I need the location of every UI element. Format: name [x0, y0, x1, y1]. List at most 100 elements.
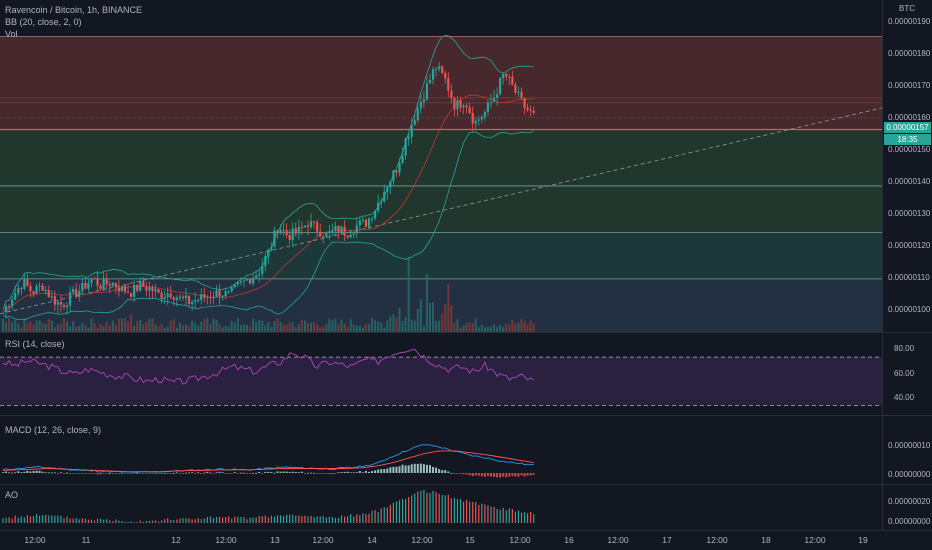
- macd-histogram-bar: [343, 471, 346, 473]
- candle-body: [459, 100, 462, 108]
- volume-bar: [75, 326, 78, 332]
- volume-bar: [261, 320, 264, 332]
- price-pane[interactable]: Ravencoin / Bitcoin, 1h, BINANCE BB (20,…: [0, 0, 882, 332]
- volume-bar: [517, 322, 520, 332]
- macd-histogram-bar: [486, 473, 489, 476]
- macd-legend[interactable]: MACD (12, 26, close, 9): [5, 425, 102, 435]
- rsi-legend[interactable]: RSI (14, close): [5, 339, 65, 349]
- symbol-legend[interactable]: Ravencoin / Bitcoin, 1h, BINANCE: [5, 5, 143, 15]
- bb-legend[interactable]: BB (20, close, 2, 0): [5, 17, 82, 27]
- rsi-scale[interactable]: [882, 333, 932, 415]
- macd-histogram-bar: [2, 472, 4, 473]
- volume-bar: [337, 323, 340, 332]
- volume-bar: [416, 308, 419, 332]
- ao-bar: [90, 519, 93, 523]
- ao-bar: [453, 498, 455, 523]
- candle-body: [367, 218, 371, 227]
- pane-divider[interactable]: [0, 415, 932, 416]
- ao-bar: [54, 515, 56, 523]
- macd-histogram-bar: [264, 471, 267, 473]
- volume-bar: [279, 321, 282, 332]
- ao-bar: [496, 508, 498, 523]
- volume-bar: [127, 321, 130, 332]
- ao-bar: [225, 517, 227, 523]
- volume-bar: [441, 313, 444, 332]
- candle-body: [160, 292, 163, 300]
- volume-bar: [511, 319, 514, 332]
- candle-body: [29, 285, 32, 292]
- volume-bar: [117, 318, 120, 332]
- macd-histogram-bar: [520, 473, 523, 476]
- ao-bar: [173, 519, 175, 523]
- candle-body: [65, 305, 69, 308]
- ao-bar: [35, 514, 38, 523]
- last-price-badge: 0.00000157: [884, 122, 931, 133]
- candle-body: [17, 288, 20, 293]
- candle-body: [197, 299, 200, 301]
- macd-histogram-bar: [114, 473, 117, 474]
- volume-bar: [468, 322, 471, 332]
- volume-bar: [53, 327, 56, 332]
- macd-histogram-bar: [291, 471, 294, 473]
- candle-body: [126, 291, 130, 293]
- ao-bar: [75, 518, 77, 523]
- macd-histogram-bar: [194, 473, 197, 474]
- volume-bar: [111, 320, 114, 332]
- candle-body: [236, 282, 239, 285]
- volume-bar: [358, 325, 361, 332]
- macd-histogram-bar: [477, 473, 480, 476]
- ao-bar: [484, 504, 486, 523]
- volume-bar: [206, 318, 209, 332]
- pane-divider[interactable]: [0, 484, 932, 485]
- ao-bar: [252, 517, 254, 523]
- macd-histogram-bar: [99, 473, 102, 475]
- candle-body: [239, 281, 242, 283]
- rsi-pane[interactable]: RSI (14, close): [0, 333, 882, 415]
- macd-histogram-bar: [215, 472, 218, 474]
- ao-bar: [447, 494, 449, 523]
- volume-bar: [108, 325, 111, 332]
- candle-body: [508, 76, 511, 78]
- candle-body: [291, 228, 294, 240]
- candle-body: [69, 292, 72, 306]
- price-tick: 0.00000120: [888, 241, 931, 250]
- price-scale[interactable]: BTC: [882, 0, 932, 332]
- macd-histogram-bar: [505, 473, 508, 478]
- ao-legend[interactable]: AO: [5, 490, 19, 500]
- macd-histogram-bar: [270, 472, 273, 473]
- volume-legend[interactable]: Vol: [5, 29, 18, 39]
- macd-pane[interactable]: MACD (12, 26, close, 9): [0, 416, 882, 484]
- volume-bar: [84, 324, 87, 332]
- macd-histogram-bar: [502, 473, 505, 477]
- price-chart[interactable]: [0, 0, 882, 332]
- volume-bar: [78, 325, 81, 332]
- bb-lower: [2, 130, 534, 321]
- candle-body: [62, 304, 66, 308]
- candle-body: [346, 235, 349, 238]
- volume-bar: [395, 317, 398, 332]
- ao-bar: [435, 492, 437, 523]
- ao-scale[interactable]: [882, 485, 932, 530]
- candle-body: [38, 285, 41, 287]
- pane-divider[interactable]: [0, 332, 932, 333]
- ao-bar: [60, 515, 62, 523]
- macd-histogram-bar: [56, 473, 59, 474]
- candle-body: [334, 225, 337, 231]
- candle-body: [492, 97, 496, 102]
- ao-bar: [8, 517, 10, 523]
- candle-body: [517, 91, 520, 93]
- macd-histogram-bar: [29, 471, 32, 473]
- macd-histogram-bar: [185, 472, 187, 474]
- candle-body: [35, 286, 38, 294]
- time-axis[interactable]: 12:00 11 12 12:00 13 12:00 14 12:00 15 1…: [0, 531, 882, 550]
- ao-bar: [87, 519, 89, 523]
- ao-bar: [520, 512, 523, 523]
- ao-pane[interactable]: AO: [0, 485, 882, 530]
- ao-bar: [310, 515, 312, 523]
- macd-scale[interactable]: [882, 416, 932, 484]
- candle-body: [166, 293, 169, 298]
- ao-bar: [249, 517, 251, 523]
- ao-bar: [23, 517, 25, 523]
- volume-bar: [474, 318, 477, 332]
- ao-bar: [292, 514, 294, 523]
